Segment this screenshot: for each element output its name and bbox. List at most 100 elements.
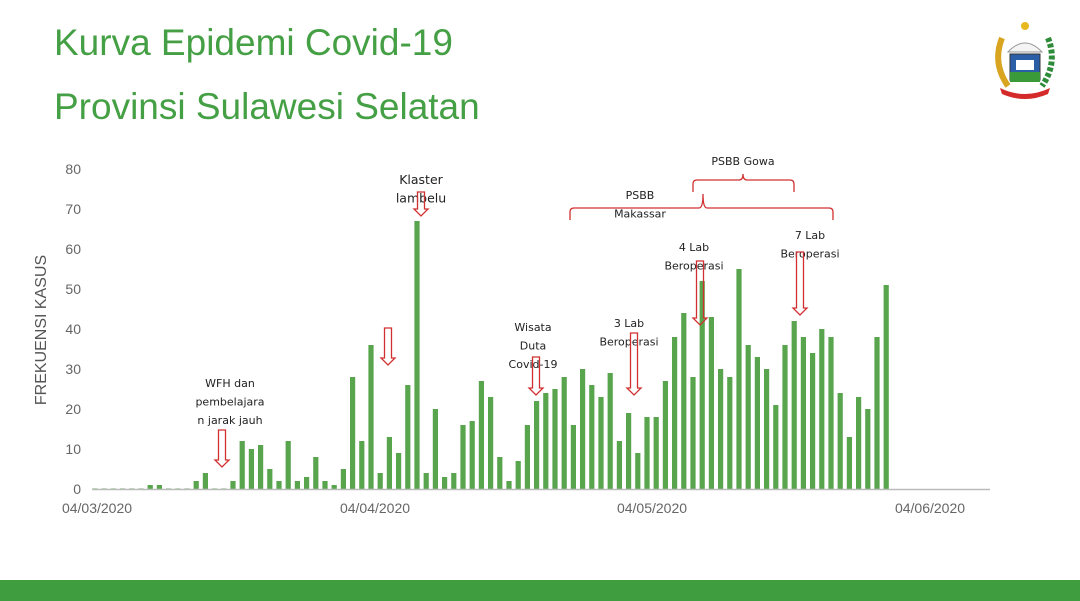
- bar: [322, 481, 328, 489]
- bar: [184, 488, 190, 489]
- bar: [782, 345, 788, 489]
- bar: [258, 445, 264, 489]
- bar: [267, 469, 273, 489]
- y-tick-label: 30: [65, 361, 81, 377]
- bar: [285, 441, 291, 489]
- bar: [451, 473, 457, 489]
- bar: [543, 393, 549, 489]
- annotation-text: 7 Lab: [795, 229, 825, 242]
- bar: [607, 373, 613, 489]
- bar: [423, 473, 429, 489]
- bar: [883, 285, 889, 489]
- y-tick-label: 60: [65, 241, 81, 257]
- bar: [672, 337, 678, 489]
- bar: [359, 441, 365, 489]
- province-emblem-logo: [995, 22, 1055, 99]
- annotation-text: Wisata: [514, 321, 551, 334]
- annotation-text: Klaster: [399, 172, 443, 187]
- page-title: Kurva Epidemi Covid-19: [54, 22, 453, 63]
- y-tick-label: 70: [65, 201, 81, 217]
- y-tick-label: 80: [65, 161, 81, 177]
- annotation-text: pembelajara: [195, 396, 264, 409]
- bar: [773, 405, 779, 489]
- down-arrow-icon: [213, 429, 231, 468]
- annotation: 7 Lab Beroperasi: [780, 229, 840, 316]
- bar: [276, 481, 282, 489]
- epidemic-curve-chart: 0 10 20 30 40 50 60 70 80 04/03/2020 04/04/2020 04…: [33, 155, 990, 516]
- bar: [828, 337, 834, 489]
- bar: [736, 269, 742, 489]
- bar: [386, 437, 392, 489]
- bar: [350, 377, 356, 489]
- bar: [460, 425, 466, 489]
- bar: [488, 397, 494, 489]
- down-arrow-icon: [691, 260, 709, 326]
- annotation-text: 3 Lab: [614, 317, 644, 330]
- y-tick-label: 10: [65, 441, 81, 457]
- bar: [469, 421, 475, 489]
- bar: [598, 397, 604, 489]
- bar: [147, 485, 153, 489]
- bar: [129, 488, 135, 489]
- bar: [570, 425, 576, 489]
- bar: [856, 397, 862, 489]
- bar: [92, 488, 98, 489]
- bar: [690, 377, 696, 489]
- bar: [396, 453, 402, 489]
- annotation-text: WFH dan: [205, 377, 255, 390]
- bar: [515, 461, 521, 489]
- bar: [635, 453, 641, 489]
- bar: [865, 409, 871, 489]
- annotation-text: lambelu: [396, 191, 446, 206]
- bar: [294, 481, 300, 489]
- y-axis-label: FREKUENSI KASUS: [33, 255, 50, 405]
- bar: [589, 385, 595, 489]
- bar: [534, 401, 540, 489]
- down-arrow-icon: [379, 327, 397, 366]
- bar: [239, 441, 245, 489]
- x-tick-label: 04/04/2020: [340, 500, 410, 516]
- bar: [837, 393, 843, 489]
- bar: [110, 488, 116, 489]
- bar: [248, 449, 254, 489]
- annotation: Klaster lambelu: [396, 172, 446, 217]
- y-tick-label: 20: [65, 401, 81, 417]
- bar: [699, 281, 705, 489]
- bar: [405, 385, 411, 489]
- bar: [754, 357, 760, 489]
- y-tick-label: 50: [65, 281, 81, 297]
- footer-bar: [0, 580, 1080, 601]
- bar: [101, 488, 107, 489]
- bar: [313, 457, 319, 489]
- bar: [874, 337, 880, 489]
- page-subtitle: Provinsi Sulawesi Selatan: [54, 86, 480, 127]
- down-arrow-icon: [625, 332, 643, 396]
- annotation: PSBB Gowa: [692, 155, 795, 192]
- bar: [432, 409, 438, 489]
- bar: [138, 488, 144, 489]
- bar: [478, 381, 484, 489]
- bracket-icon: [569, 193, 834, 220]
- bar: [368, 345, 374, 489]
- annotation: WFH dan pembelajara n jarak jauh: [195, 377, 265, 468]
- bar: [810, 353, 816, 489]
- annotation-text: n jarak jauh: [197, 414, 262, 427]
- x-tick-label: 04/03/2020: [62, 500, 132, 516]
- bar: [202, 473, 208, 489]
- down-arrow-icon: [412, 191, 430, 217]
- annotation-text: PSBB Gowa: [711, 155, 774, 168]
- bar: [800, 337, 806, 489]
- bar: [764, 369, 770, 489]
- bar: [304, 477, 310, 489]
- annotation: 4 Lab Beroperasi: [664, 241, 724, 326]
- bar: [212, 488, 218, 489]
- bar: [662, 381, 668, 489]
- annotation-text: Beroperasi: [780, 248, 839, 261]
- bar: [653, 417, 659, 489]
- annotation-text: Beroperasi: [599, 336, 658, 349]
- bar: [497, 457, 503, 489]
- annotation-text: PSBB: [626, 189, 655, 202]
- bar: [331, 485, 337, 489]
- bar: [745, 345, 751, 489]
